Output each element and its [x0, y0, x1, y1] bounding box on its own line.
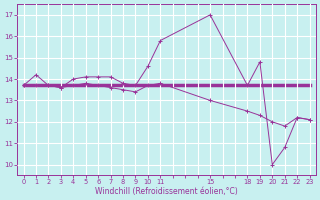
X-axis label: Windchill (Refroidissement éolien,°C): Windchill (Refroidissement éolien,°C) — [95, 187, 238, 196]
